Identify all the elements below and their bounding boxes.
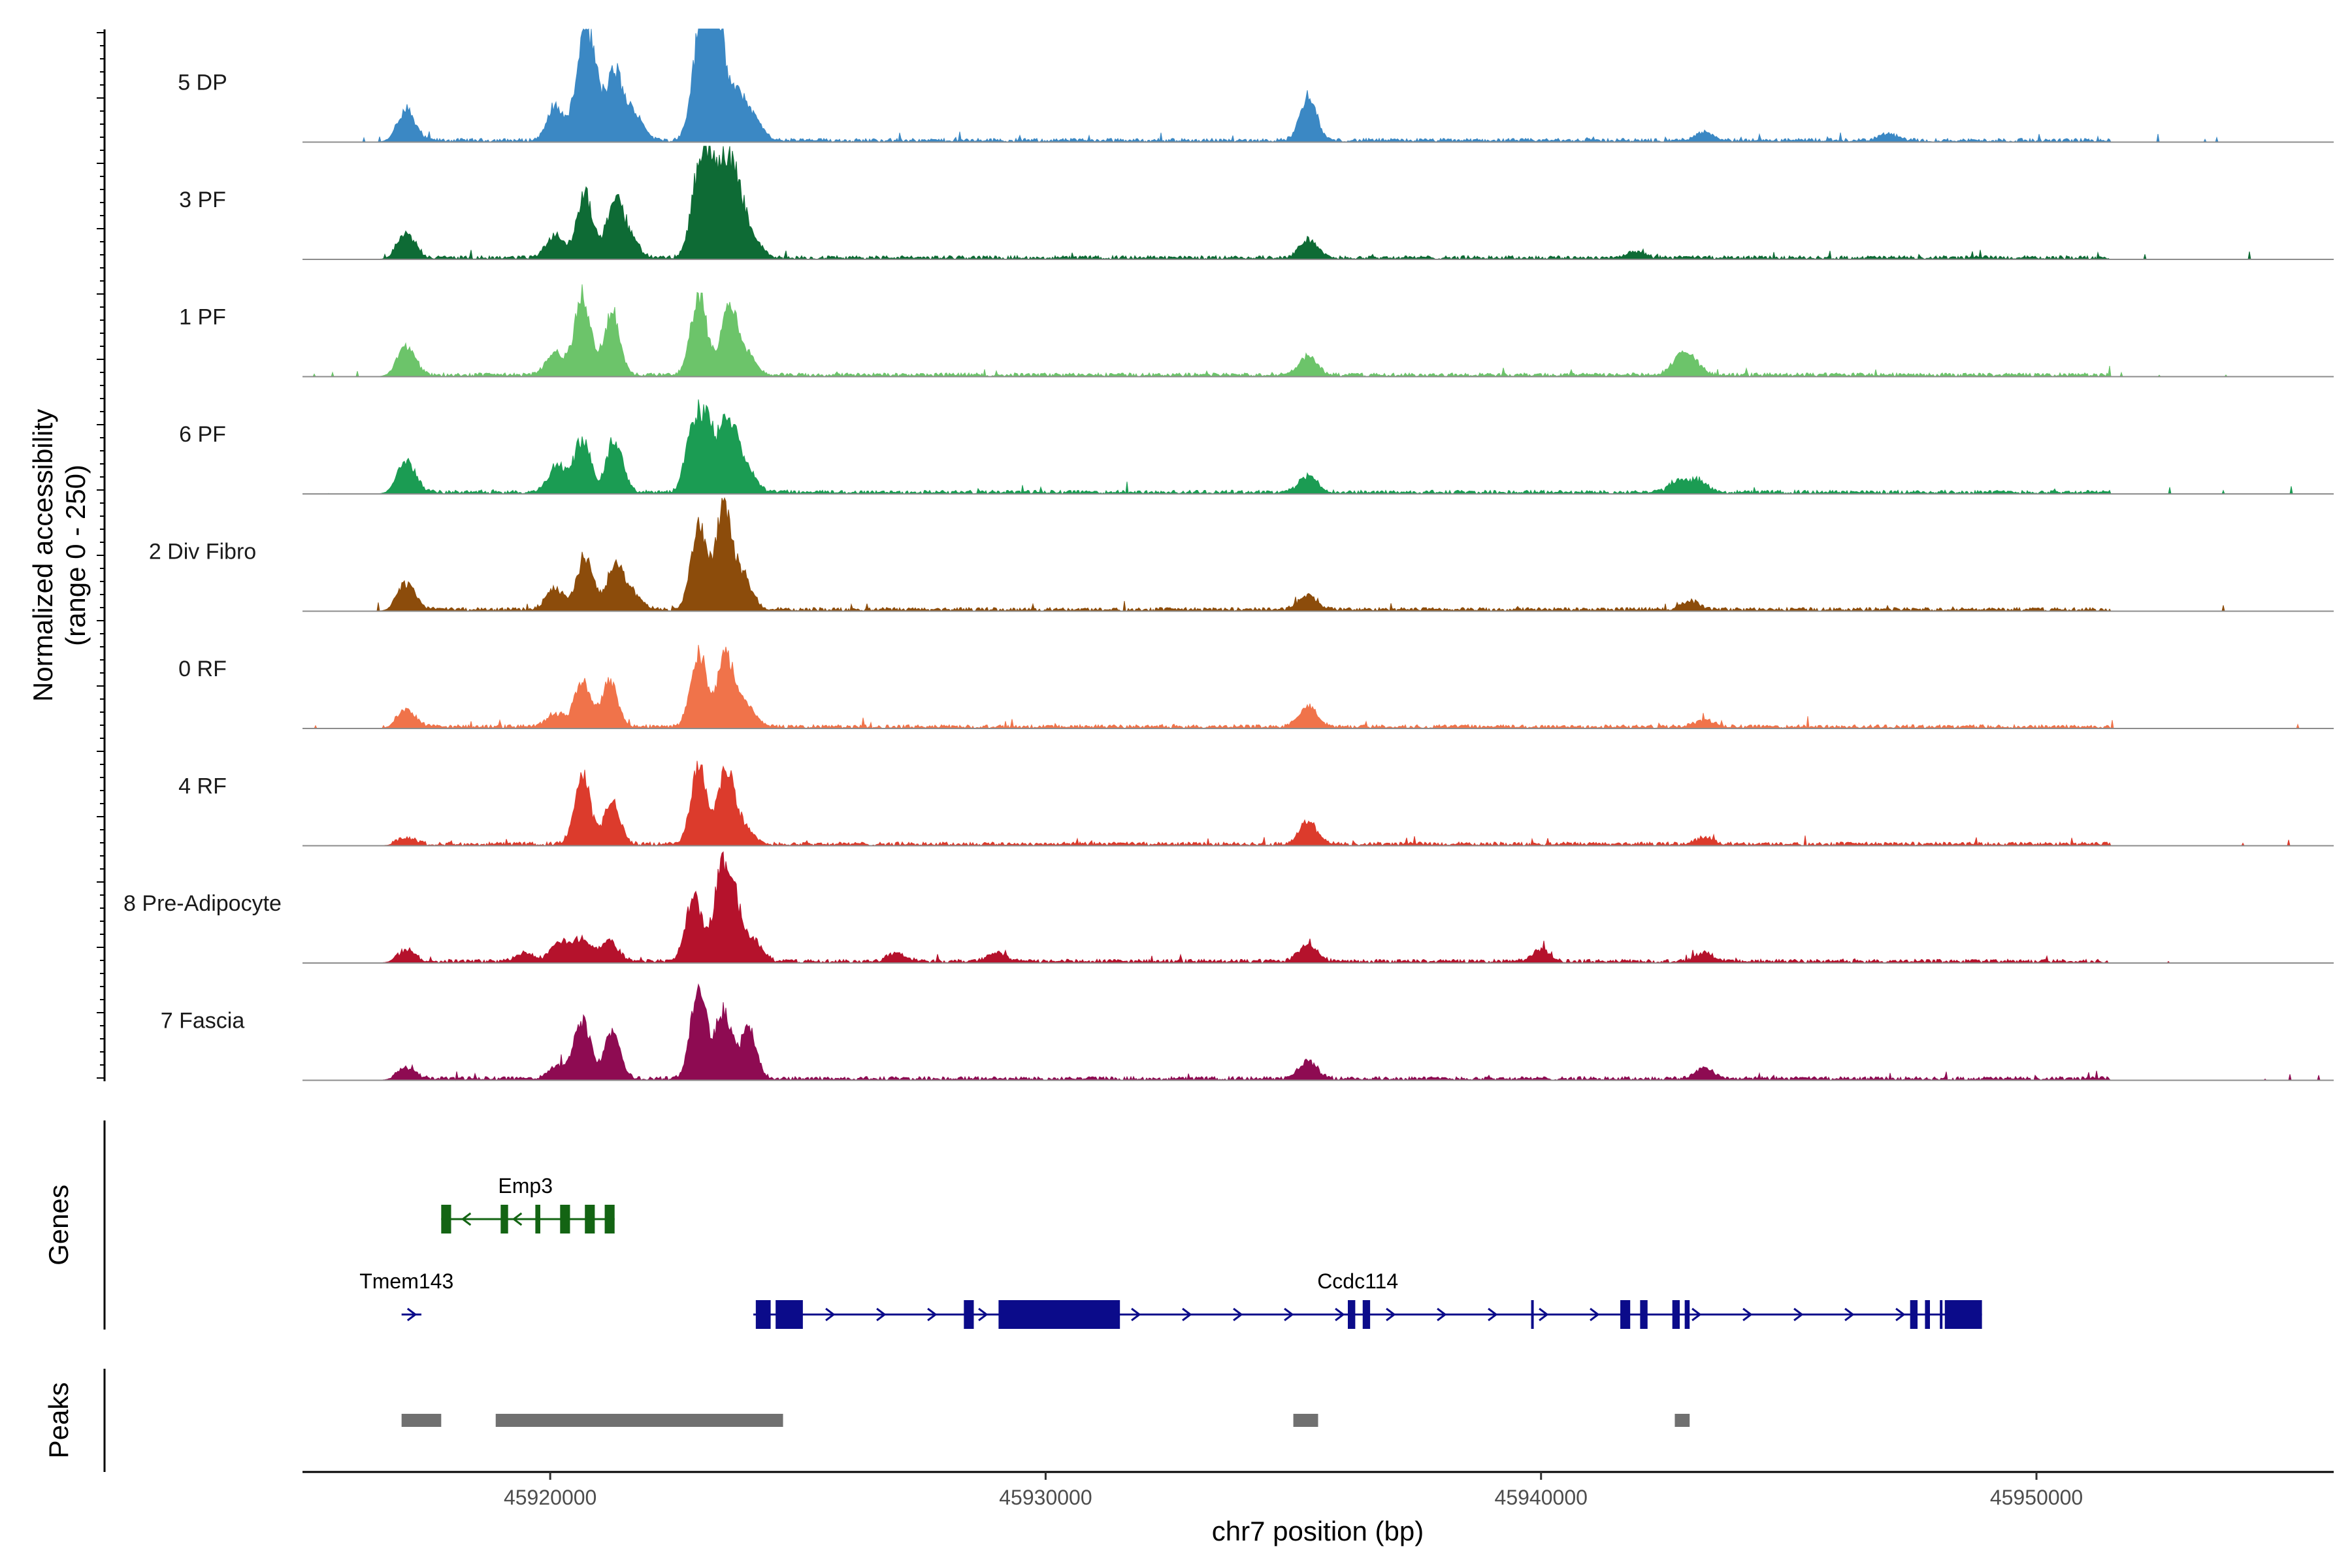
track-label: 0 RF	[178, 657, 227, 681]
strand-arrow	[825, 1307, 836, 1322]
strand-arrow	[1488, 1307, 1498, 1322]
coverage-tracks: 5 DP 3 PF 1 PF 6 PF 2 Div Fibro 0 RF 4 RF 8 Pre…	[123, 28, 2334, 1081]
gene-ccdc114: Ccdc114	[753, 1269, 1982, 1329]
track-label: 6 PF	[179, 422, 226, 447]
gene-exon	[1347, 1300, 1356, 1329]
track-label: 7 Fascia	[161, 1009, 245, 1034]
track-label: 3 PF	[179, 188, 226, 212]
strand-arrow	[1386, 1307, 1396, 1322]
gene-exon	[1672, 1300, 1680, 1329]
y-axis-title-line1: Normalized accessibility	[27, 409, 58, 702]
track-6: 4 RF	[178, 760, 2334, 847]
strand-arrow	[978, 1307, 988, 1322]
strand-arrow	[876, 1307, 887, 1322]
strand-arrow	[1182, 1307, 1192, 1322]
strand-arrow	[1284, 1307, 1294, 1322]
gene-exon	[1620, 1300, 1631, 1329]
gene-exon	[1925, 1300, 1930, 1329]
coverage-area	[302, 284, 2334, 378]
strand-arrow	[1742, 1307, 1753, 1322]
coverage-area	[302, 851, 2334, 964]
coverage-area	[302, 146, 2334, 261]
x-tick-label: 45930000	[999, 1486, 1092, 1509]
track-label: 1 PF	[179, 305, 226, 330]
track-label: 2 Div Fibro	[149, 540, 256, 564]
x-axis-ticks: 45920000 45930000 45940000 45950000	[504, 1472, 2083, 1509]
track-7: 8 Pre-Adipocyte	[123, 851, 2334, 964]
track-1: 3 PF	[179, 146, 2334, 261]
gene-tmem143: Tmem143	[359, 1269, 453, 1322]
gene-exon	[604, 1205, 615, 1233]
gene-exon	[1531, 1300, 1534, 1329]
gene-exon	[1362, 1300, 1371, 1329]
gene-exon	[1640, 1300, 1648, 1329]
track-2: 1 PF	[179, 284, 2334, 378]
coverage-area	[302, 983, 2334, 1081]
strand-arrow	[512, 1212, 523, 1226]
gene-exon	[755, 1300, 771, 1329]
gene-exon	[535, 1205, 540, 1233]
track-label: 4 RF	[178, 774, 227, 799]
peak-region	[495, 1414, 783, 1427]
gene-exon	[1944, 1300, 1982, 1329]
strand-arrow	[1131, 1307, 1141, 1322]
genes-panel-label: Genes	[43, 1184, 74, 1266]
peak-region	[1674, 1414, 1690, 1427]
peaks-panel-label: Peaks	[43, 1382, 74, 1459]
coverage-area	[302, 28, 2334, 143]
strand-arrow	[1233, 1307, 1243, 1322]
gene-emp3: Emp3	[441, 1174, 615, 1233]
strand-arrow	[1437, 1307, 1447, 1322]
strand-arrow	[1539, 1307, 1549, 1322]
gene-exon	[776, 1300, 803, 1329]
gene-annotations: Emp3 Tmem143 Ccdc114	[359, 1174, 1982, 1329]
y-axis-title-line2: (range 0 - 250)	[60, 465, 91, 646]
strand-arrow	[1335, 1307, 1345, 1322]
gene-exon	[998, 1300, 1120, 1329]
gene-exon	[560, 1205, 570, 1233]
track-0: 5 DP	[178, 28, 2334, 143]
strand-arrow	[1844, 1307, 1855, 1322]
accessibility-axis-ticks	[97, 32, 105, 1079]
strand-arrow	[1691, 1307, 1702, 1322]
gene-label: Emp3	[498, 1174, 553, 1198]
track-label: 8 Pre-Adipocyte	[123, 891, 282, 916]
track-label: 5 DP	[178, 71, 227, 95]
strand-arrow	[927, 1307, 938, 1322]
x-tick-label: 45940000	[1495, 1486, 1588, 1509]
x-axis-title: chr7 position (bp)	[1212, 1516, 1424, 1546]
strand-arrow	[461, 1212, 472, 1226]
gene-exon	[1910, 1300, 1918, 1329]
peak-region	[1293, 1414, 1318, 1427]
gene-label: Tmem143	[359, 1269, 453, 1293]
track-8: 7 Fascia	[161, 983, 2334, 1081]
peak-regions	[401, 1414, 1690, 1427]
coverage-area	[302, 497, 2334, 612]
gene-exon	[1684, 1300, 1690, 1329]
coverage-area	[302, 645, 2334, 730]
strand-arrow	[1895, 1307, 1906, 1322]
peak-region	[401, 1414, 442, 1427]
strand-arrow	[406, 1307, 417, 1322]
track-4: 2 Div Fibro	[149, 497, 2334, 612]
gene-exon	[964, 1300, 974, 1329]
track-3: 6 PF	[179, 399, 2334, 495]
coverage-area	[302, 760, 2334, 847]
gene-exon	[585, 1205, 595, 1233]
x-tick-label: 45950000	[1990, 1486, 2083, 1509]
track-5: 0 RF	[178, 645, 2334, 730]
coverage-area	[302, 399, 2334, 495]
gene-exon	[1940, 1300, 1943, 1329]
gene-exon	[500, 1205, 508, 1233]
strand-arrow	[1793, 1307, 1804, 1322]
gene-label: Ccdc114	[1317, 1269, 1398, 1293]
strand-arrow	[1590, 1307, 1600, 1322]
x-tick-label: 45920000	[504, 1486, 596, 1509]
gene-exon	[441, 1205, 451, 1233]
